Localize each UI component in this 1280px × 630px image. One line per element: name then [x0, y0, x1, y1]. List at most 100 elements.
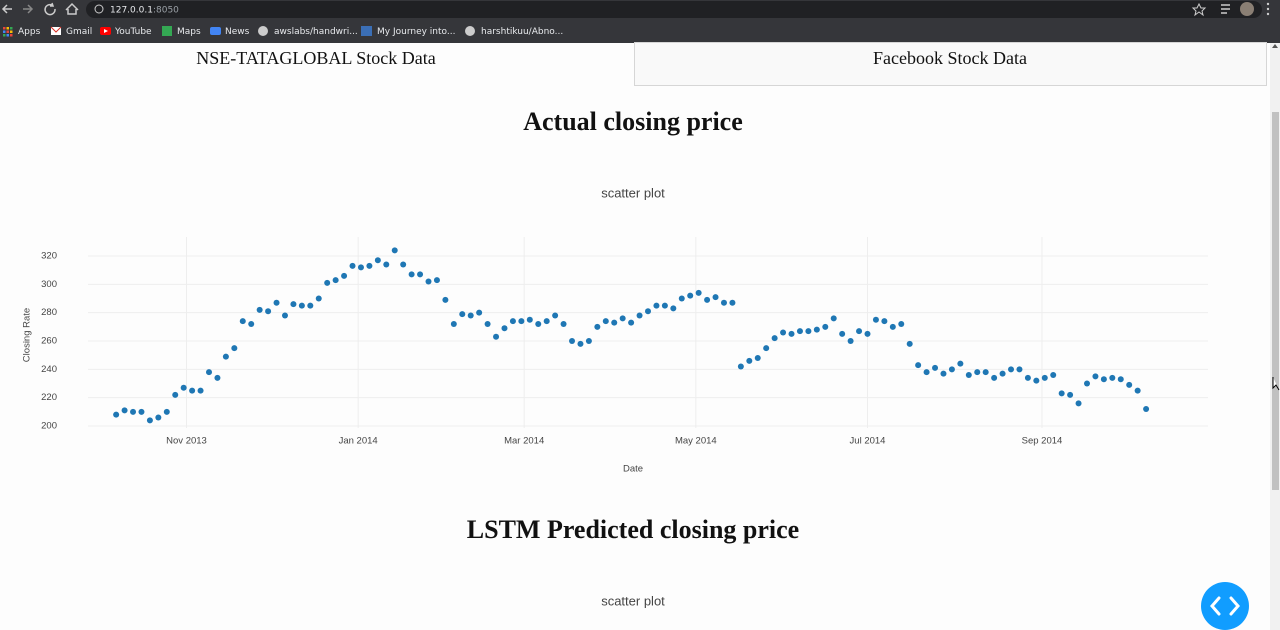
point [1024, 374, 1031, 381]
point [661, 302, 668, 309]
point [450, 320, 457, 327]
point [746, 357, 753, 364]
point [577, 340, 584, 347]
point [687, 292, 694, 299]
scroll-up[interactable] [1272, 44, 1278, 48]
menu-dot[interactable] [1266, 12, 1270, 16]
point [484, 320, 491, 327]
point [611, 319, 618, 326]
point [172, 391, 179, 398]
y-axis-label: Closing Rate [22, 308, 33, 362]
point [763, 345, 770, 352]
menu-dot[interactable] [1266, 2, 1270, 6]
point [560, 320, 567, 327]
point [864, 330, 871, 337]
point [501, 325, 508, 332]
point [383, 261, 390, 268]
point [796, 328, 803, 335]
bookmark[interactable]: harshtikuu/Abno... [481, 27, 563, 37]
reading-list-icon[interactable] [1221, 4, 1230, 14]
debug-button[interactable] [1201, 582, 1249, 630]
point [552, 312, 559, 319]
point [324, 279, 331, 286]
bookmark[interactable]: awslabs/handwri... [274, 27, 358, 37]
bookmark[interactable]: My Journey into... [377, 27, 455, 37]
url-port: :8050 [153, 5, 179, 15]
point [754, 355, 761, 362]
point [771, 335, 778, 342]
profile-avatar[interactable] [1240, 2, 1254, 16]
y-tick-label: 280 [41, 307, 57, 318]
point [476, 309, 483, 316]
scrollbar-thumb[interactable] [1272, 112, 1279, 490]
bookmark[interactable]: YouTube [114, 27, 152, 37]
tab-label[interactable]: NSE-TATAGLOBAL Stock Data [196, 48, 435, 68]
tab-label[interactable]: Facebook Stock Data [873, 48, 1027, 68]
point [872, 316, 879, 323]
point [400, 261, 407, 268]
point [619, 315, 626, 322]
bookmark[interactable]: Maps [177, 27, 201, 37]
point [1100, 376, 1107, 383]
point [991, 374, 998, 381]
gmail-icon-m [50, 26, 62, 33]
heading: Actual closing price [523, 107, 743, 136]
point [357, 264, 364, 271]
point [130, 408, 137, 415]
back-button[interactable] [1, 4, 12, 14]
tab[interactable] [634, 42, 1267, 86]
point [1075, 400, 1082, 407]
y-tick-label: 240 [41, 364, 57, 375]
url-host: 127.0.0.1:8050 [110, 5, 179, 15]
point [543, 318, 550, 325]
point [737, 363, 744, 370]
x-tick-label: Mar 2014 [504, 436, 544, 447]
point [307, 302, 314, 309]
point [222, 353, 229, 360]
point [155, 414, 162, 421]
point [602, 318, 609, 325]
home-button[interactable] [65, 2, 79, 15]
point [459, 311, 466, 318]
star-icon[interactable] [1191, 2, 1207, 17]
reload-button[interactable] [44, 2, 56, 16]
menu-dot[interactable] [1266, 7, 1270, 11]
point [391, 247, 398, 254]
point [163, 408, 170, 415]
point [180, 384, 187, 391]
gmail-icon [51, 27, 61, 35]
forward-button[interactable] [23, 4, 34, 14]
point [113, 411, 120, 418]
point [1041, 374, 1048, 381]
tab-selected[interactable] [0, 43, 633, 86]
point [239, 318, 246, 325]
point [231, 345, 238, 352]
point [1067, 391, 1074, 398]
point [214, 374, 221, 381]
point [408, 271, 415, 278]
y-tick-label: 320 [41, 251, 57, 262]
point [146, 417, 153, 424]
info-icon[interactable] [94, 4, 104, 14]
point [290, 301, 297, 308]
bookmark[interactable]: Apps [18, 27, 41, 37]
point [645, 308, 651, 315]
bookmark[interactable]: Gmail [66, 27, 92, 37]
journey-icon [361, 26, 372, 36]
point [628, 319, 635, 326]
point [248, 320, 255, 327]
point [932, 364, 939, 371]
bookmark[interactable]: News [225, 27, 250, 37]
point [982, 369, 989, 376]
x-tick-label: Jan 2014 [339, 436, 378, 447]
point [1126, 381, 1133, 388]
address-bar[interactable] [86, 1, 1262, 18]
point [729, 299, 736, 306]
point [923, 369, 930, 376]
point [720, 299, 727, 306]
point [1058, 390, 1065, 397]
point [915, 362, 922, 369]
point [341, 272, 348, 279]
point [197, 387, 204, 394]
point [374, 257, 381, 264]
